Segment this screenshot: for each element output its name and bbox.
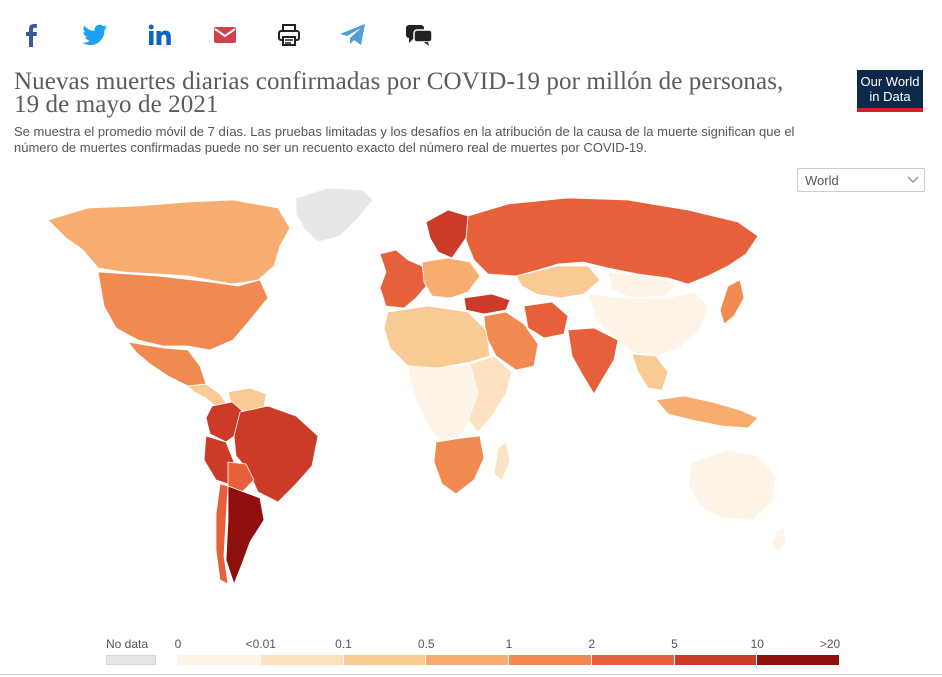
region-kazakhstan[interactable] (515, 265, 601, 299)
legend-bin (343, 655, 427, 665)
region-iran[interactable] (523, 301, 569, 339)
legend-bin (757, 655, 840, 665)
logo-line-1: Our World (860, 74, 920, 89)
region-southeast-asia[interactable] (631, 353, 669, 391)
region-southern-africa[interactable] (433, 435, 485, 495)
title-line-1: Nuevas muertes diarias confirmadas por C… (14, 68, 784, 95)
region-australia[interactable] (687, 449, 777, 521)
region-chile[interactable] (215, 483, 229, 585)
legend-color-scale (178, 655, 840, 665)
region-central-africa[interactable] (407, 363, 483, 443)
subtitle-line-1: Se muestra el promedio móvil de 7 días. … (14, 124, 795, 139)
region-new-zealand[interactable] (771, 527, 787, 553)
title-line-2: 19 de mayo de 2021 (14, 91, 219, 118)
map-legend: No data 0 <0.01 0.1 0.5 1 2 5 10 >20 (100, 633, 860, 673)
subtitle-line-2: número de muertes confirmadas puede no s… (14, 140, 648, 155)
region-middle-east[interactable] (483, 311, 539, 371)
legend-nodata-swatch (106, 655, 156, 665)
region-mexico[interactable] (127, 341, 207, 387)
region-japan[interactable] (719, 279, 745, 325)
facebook-icon[interactable] (16, 20, 46, 50)
legend-bin (260, 655, 344, 665)
share-bar (0, 14, 470, 54)
region-east-africa[interactable] (467, 355, 513, 433)
region-greenland[interactable] (295, 187, 374, 243)
region-western-europe[interactable] (379, 249, 429, 309)
legend-bin (426, 655, 509, 665)
legend-bin (178, 655, 261, 665)
chart-subtitle: Se muestra el promedio móvil de 7 días. … (14, 124, 914, 156)
legend-tick: 1 (505, 637, 513, 651)
legend-tick: 0.5 (417, 637, 435, 651)
region-india[interactable] (567, 327, 619, 395)
world-map[interactable] (28, 180, 788, 600)
chevron-down-icon (906, 174, 920, 189)
legend-tick: 0 (174, 637, 182, 651)
region-russia[interactable] (465, 197, 759, 285)
logo-line-2: in Data (869, 89, 911, 104)
legend-bin (674, 655, 758, 665)
chart-title: Nuevas muertes diarias confirmadas por C… (14, 68, 854, 118)
print-icon[interactable] (274, 20, 304, 50)
legend-tick: <0.01 (245, 637, 276, 651)
region-select-value: World (805, 173, 839, 188)
region-argentina[interactable] (225, 485, 265, 585)
region-turkey[interactable] (463, 293, 511, 315)
legend-bin (509, 655, 592, 665)
bottom-divider (0, 674, 942, 675)
legend-bin (591, 655, 675, 665)
region-brazil[interactable] (233, 405, 319, 503)
region-scandinavia[interactable] (425, 209, 469, 259)
region-canada[interactable] (47, 199, 291, 285)
region-select[interactable]: World (797, 168, 925, 192)
region-north-africa[interactable] (383, 305, 491, 369)
owid-logo[interactable]: Our World in Data (857, 70, 923, 112)
comments-icon[interactable] (404, 20, 434, 50)
region-bolivia[interactable] (227, 461, 255, 493)
legend-tick: 10 (750, 637, 764, 651)
email-icon[interactable] (210, 20, 240, 50)
legend-tick: >20 (819, 637, 841, 651)
region-mongolia[interactable] (607, 271, 679, 299)
legend-tick: 0.1 (335, 637, 352, 651)
region-central-europe[interactable] (421, 257, 481, 299)
twitter-icon[interactable] (80, 20, 110, 50)
legend-tick: 5 (671, 637, 678, 651)
legend-tick: 2 (588, 637, 596, 651)
telegram-icon[interactable] (338, 20, 368, 50)
region-united-states[interactable] (97, 271, 269, 351)
region-madagascar[interactable] (493, 441, 511, 481)
linkedin-icon[interactable] (145, 20, 175, 50)
region-indonesia[interactable] (655, 395, 759, 429)
legend-nodata-label: No data (106, 637, 149, 651)
